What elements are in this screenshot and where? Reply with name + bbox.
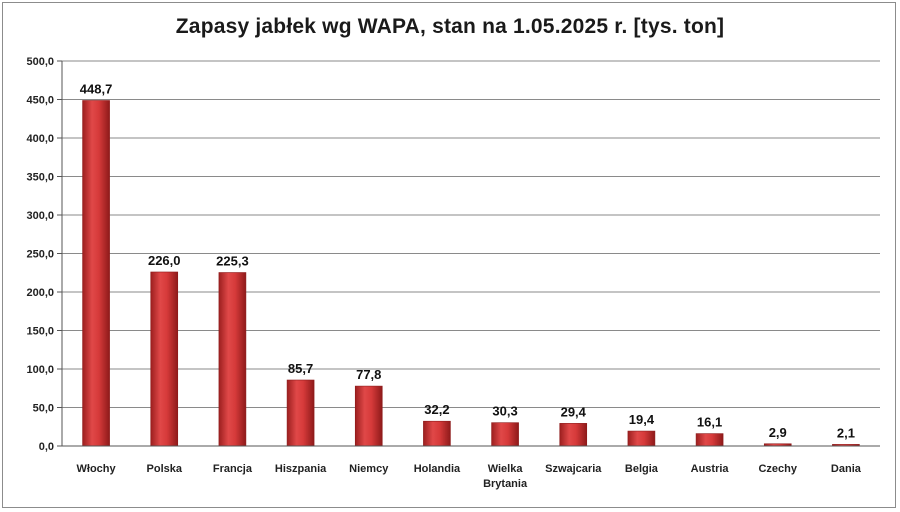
data-label: 30,3 <box>492 404 517 419</box>
bar <box>150 271 179 447</box>
data-label: 85,7 <box>288 361 313 376</box>
y-tick-label: 250,0 <box>26 249 54 261</box>
y-tick-label: 300,0 <box>26 210 54 222</box>
data-label: 19,4 <box>629 412 655 427</box>
x-tick-label: Belgia <box>625 463 659 475</box>
data-label: 448,7 <box>80 82 113 97</box>
y-tick-label: 200,0 <box>26 287 54 299</box>
y-tick-label: 500,0 <box>26 56 54 68</box>
data-label: 226,0 <box>148 253 181 268</box>
x-tick-label: Czechy <box>758 463 797 475</box>
data-label: 2,9 <box>769 425 787 440</box>
x-tick-label: Polska <box>147 463 183 475</box>
x-tick-label: Hiszpania <box>275 463 327 475</box>
y-tick-label: 350,0 <box>26 172 54 184</box>
x-tick-label: Austria <box>691 463 730 475</box>
y-tick-label: 400,0 <box>26 133 54 145</box>
y-tick-label: 0,0 <box>39 441 54 453</box>
bar <box>559 423 588 447</box>
data-label: 32,2 <box>424 402 449 417</box>
y-axis: 0,0 50,0 100,0 150,0 200,0 250,0 300,0 350,0 400… <box>26 56 63 453</box>
bar <box>286 379 315 447</box>
bar <box>423 420 451 447</box>
y-tick-label: 450,0 <box>26 95 54 107</box>
gridlines <box>62 60 880 447</box>
data-label: 225,3 <box>216 254 249 269</box>
bar <box>695 433 724 447</box>
x-tick-label: Wielka Brytania <box>483 463 528 490</box>
x-tick-label: Niemcy <box>349 463 389 475</box>
x-axis: Włochy Polska Francja Hiszpania Niemcy Holand… <box>62 445 880 490</box>
data-labels: 448,7 226,0 225,3 85,7 77,8 32,2 30,3 29,4 19,4 1… <box>80 82 855 441</box>
x-tick-label: Dania <box>831 463 862 475</box>
data-label: 29,4 <box>561 404 587 419</box>
y-tick-label: 150,0 <box>26 326 54 338</box>
x-tick-label: Holandia <box>414 463 461 475</box>
bar <box>491 422 519 447</box>
bars <box>82 100 860 447</box>
x-tick-label: Francja <box>213 463 253 475</box>
x-tick-label: Szwajcaria <box>545 463 602 475</box>
y-tick-label: 100,0 <box>26 364 54 376</box>
chart-title: Zapasy jabłek wg WAPA, stan na 1.05.2025… <box>175 15 725 38</box>
x-tick-label: Włochy <box>77 463 117 475</box>
data-label: 16,1 <box>697 415 722 430</box>
y-tick-label: 50,0 <box>33 403 54 415</box>
bar <box>627 430 656 447</box>
bar <box>218 272 247 447</box>
bar <box>354 385 383 447</box>
bar <box>82 100 110 447</box>
data-label: 2,1 <box>837 425 855 440</box>
data-label: 77,8 <box>356 367 381 382</box>
